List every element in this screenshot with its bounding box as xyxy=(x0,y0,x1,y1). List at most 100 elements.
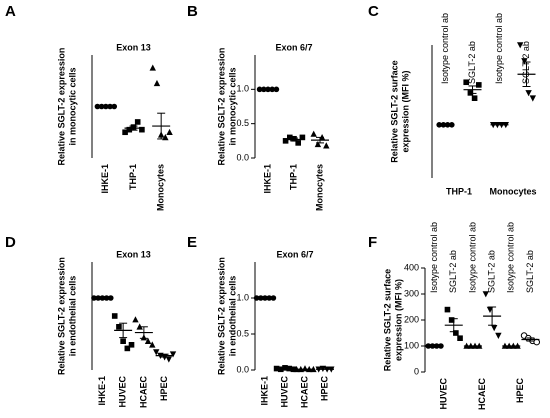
data-point xyxy=(314,140,322,148)
category-label: SGLT-2 ab xyxy=(448,250,458,293)
data-point xyxy=(490,325,498,332)
data-point xyxy=(169,351,177,358)
y-tick-label: 0.0 xyxy=(236,152,249,162)
x-tick-label: IHKE-1 xyxy=(259,376,269,406)
data-point xyxy=(134,119,141,125)
data-point xyxy=(521,58,528,65)
category-label: SGLT-2 ab xyxy=(486,250,496,293)
data-point xyxy=(153,79,161,87)
y-tick-label: 0.5 xyxy=(236,328,249,338)
data-point xyxy=(486,306,494,313)
data-point xyxy=(278,366,284,373)
y-axis-label: Relative SGLT-2 surface xyxy=(382,269,392,371)
data-point xyxy=(495,332,502,339)
panel-letter: F xyxy=(368,234,377,251)
data-point xyxy=(165,356,173,363)
group-label: HPEC xyxy=(515,378,525,404)
x-tick-label: IHKE-1 xyxy=(97,376,107,406)
category-label: Isotype control ab xyxy=(440,13,450,84)
y-tick-label: 0.0 xyxy=(236,364,249,374)
data-point xyxy=(457,335,463,341)
x-tick-label: HCAEC xyxy=(138,376,148,409)
data-point xyxy=(122,129,128,136)
x-tick-label: IHKE-1 xyxy=(100,164,110,194)
category-label: SGLT-2 ab xyxy=(467,41,477,84)
panel-letter: C xyxy=(368,3,379,20)
category-label: Isotype control ab xyxy=(494,13,504,84)
group-label: THP-1 xyxy=(446,186,472,196)
data-point xyxy=(132,316,139,323)
y-axis-label: in monocytic cells xyxy=(67,67,77,145)
y-tick-label: 0.5 xyxy=(236,118,249,128)
data-point xyxy=(482,291,489,298)
x-tick-label: HPEC xyxy=(159,376,169,402)
y-axis-label: in endothelial cells xyxy=(67,276,77,357)
data-point xyxy=(282,365,288,371)
x-tick-label: HPEC xyxy=(319,376,329,402)
x-tick-label: HCAEC xyxy=(299,376,309,409)
x-tick-label: Monocytes xyxy=(314,164,324,211)
panel-title: Exon 13 xyxy=(116,249,151,259)
y-axis-label: Relative SGLT-2 expression xyxy=(56,257,66,375)
data-point xyxy=(128,342,135,348)
data-point xyxy=(136,323,143,330)
y-axis-label: expression (MFI %) xyxy=(393,279,403,361)
x-tick-label: Monocytes xyxy=(156,164,166,211)
data-point xyxy=(120,338,126,344)
data-point xyxy=(476,82,482,88)
y-tick-label: 0 xyxy=(414,366,419,376)
data-point xyxy=(111,313,118,319)
category-label: Isotype control ab xyxy=(467,222,477,293)
y-axis-label: Relative SGLT-2 expression xyxy=(216,48,226,166)
panel-letter: E xyxy=(187,234,197,251)
group-label: HUVEC xyxy=(439,378,449,410)
data-point xyxy=(453,330,459,336)
data-point xyxy=(467,90,474,96)
data-point xyxy=(290,366,297,373)
y-axis-label: Relative SGLT-2 surface xyxy=(389,60,399,162)
x-tick-label: THP-1 xyxy=(128,164,138,190)
data-point xyxy=(299,134,306,141)
category-label: SGLT-2 ab xyxy=(525,250,535,293)
data-point xyxy=(166,128,173,136)
y-tick-label: 300 xyxy=(404,288,419,298)
data-point xyxy=(448,317,455,323)
x-tick-label: IHKE-1 xyxy=(262,164,272,194)
data-point xyxy=(444,306,451,313)
y-axis-label: Relative SGLT-2 expression xyxy=(216,257,226,375)
data-point xyxy=(124,345,131,352)
x-tick-label: HUVEC xyxy=(118,376,128,408)
data-point xyxy=(310,130,317,137)
panel-title: Exon 13 xyxy=(116,42,151,52)
data-point xyxy=(471,95,478,101)
data-point xyxy=(116,324,122,330)
data-point xyxy=(525,90,532,97)
data-point xyxy=(139,126,145,133)
group-label: HCAEC xyxy=(477,378,487,411)
category-label: SGLT-2 ab xyxy=(521,41,531,84)
y-tick-label: 1.0 xyxy=(236,84,249,94)
x-tick-label: HUVEC xyxy=(279,376,289,408)
y-tick-label: 100 xyxy=(404,340,419,350)
data-point xyxy=(287,134,293,141)
y-axis-label: in endothelial cells xyxy=(227,276,237,357)
y-axis-label: Relative SGLT-2 expression xyxy=(56,48,66,166)
category-label: Isotype control ab xyxy=(429,222,439,293)
y-tick-label: 200 xyxy=(404,314,419,324)
data-point xyxy=(529,95,536,102)
panel-letter: B xyxy=(187,3,198,20)
data-point xyxy=(144,337,152,344)
data-point xyxy=(126,126,133,133)
data-point xyxy=(282,138,289,144)
y-tick-label: 1.0 xyxy=(236,292,249,302)
data-point xyxy=(153,349,160,356)
category-label: Isotype control ab xyxy=(506,222,516,293)
y-tick-label: 400 xyxy=(404,262,419,272)
y-axis-label: expression (MFI %) xyxy=(400,70,410,152)
x-tick-label: THP-1 xyxy=(288,164,298,190)
data-point xyxy=(517,42,524,49)
data-point xyxy=(533,338,541,346)
data-point xyxy=(463,79,469,86)
data-point xyxy=(295,140,301,146)
